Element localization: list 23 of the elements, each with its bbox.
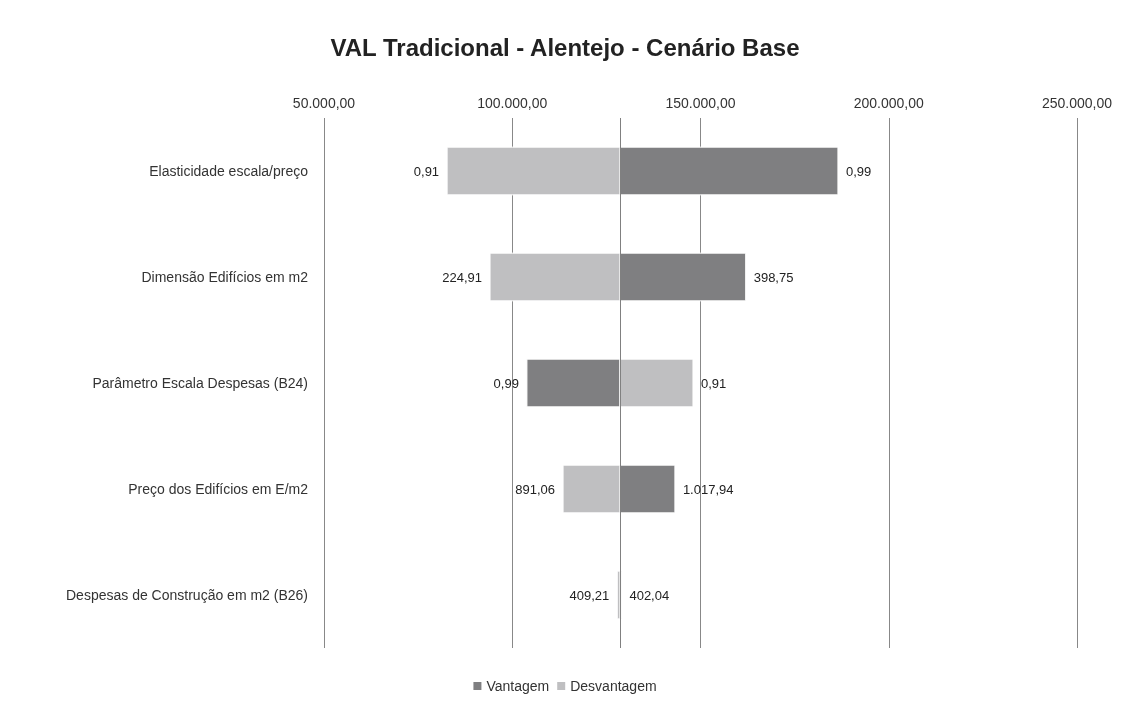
y-tick-label: Elasticidade escala/preço (149, 163, 309, 179)
annotation: 409,21 (569, 587, 610, 603)
annotation: 0,91 (700, 375, 727, 391)
x-tick-label: 250.000,00 (1041, 95, 1113, 111)
annotation: 1.017,94 (682, 481, 734, 497)
annotation: 398,75 (753, 269, 794, 285)
legend-label: Desvantagem (570, 678, 657, 694)
y-tick-label: Preço dos Edifícios em E/m2 (128, 481, 309, 497)
y-tick-label: Parâmetro Escala Despesas (B24) (92, 375, 308, 391)
legend-label: Vantagem (486, 678, 550, 694)
x-tick-label: 100.000,00 (477, 95, 548, 111)
y-tick-label: Dimensão Edifícios em m2 (141, 269, 309, 285)
annotation: 0,91 (413, 163, 440, 179)
annotation: 402,04 (629, 587, 670, 603)
annotation: 224,91 (442, 269, 483, 285)
x-tick-label: 150.000,00 (665, 95, 736, 111)
annotation: 0,99 (493, 375, 519, 391)
x-tick-label: 200.000,00 (853, 95, 924, 111)
annotation: 891,06 (515, 481, 556, 497)
annotation: 0,99 (845, 163, 872, 179)
chart-title: VAL Tradicional - Alentejo - Cenário Base (330, 33, 800, 61)
x-tick-label: 50.000,00 (292, 95, 356, 111)
y-tick-label: Despesas de Construção em m2 (B26) (66, 587, 308, 603)
